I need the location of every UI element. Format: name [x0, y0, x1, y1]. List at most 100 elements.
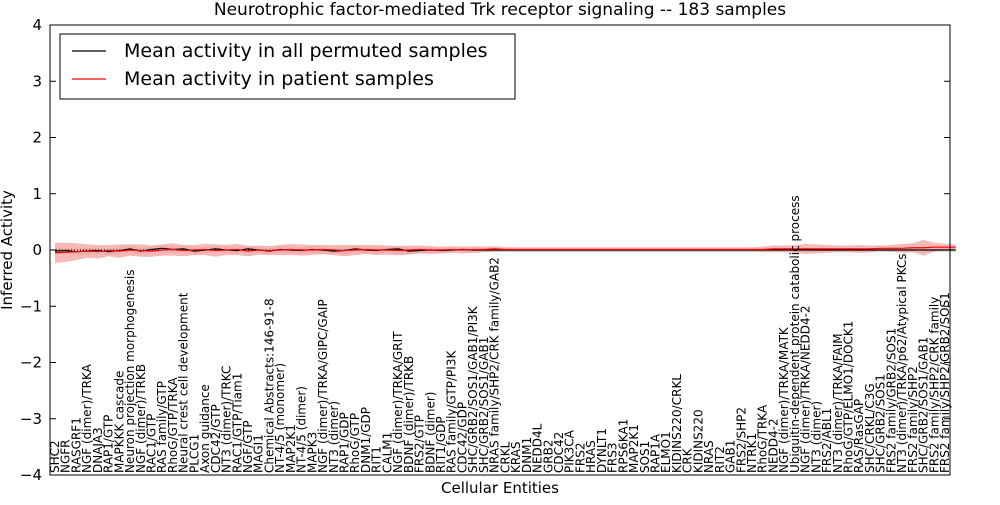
patient-mean-line [54, 246, 956, 254]
x-category-label: FRS2 family/SHP2/GRB2/SOS1 [938, 292, 952, 473]
x-category-label: DNAJA3 [91, 427, 105, 473]
y-tick-label: −4 [20, 466, 42, 484]
x-category-label: NT-4/5 (monomer) [273, 363, 287, 473]
x-category-label: NGFR [59, 439, 73, 473]
x-category-label: Ubiquitin-dependent protein catabolic pr… [788, 195, 802, 473]
chart-title: Neurotrophic factor-mediated Trk recepto… [214, 0, 786, 20]
x-category-label: NGF (dimer)/TRKB [134, 364, 148, 473]
x-category-label: FRS2/SHP2 [734, 407, 748, 473]
x-category-label: NT3 (dimer) [809, 401, 823, 473]
x-category-label: SHC/GRB2/SOS1/GAB1 [917, 337, 931, 473]
x-category-label: CRKL [498, 441, 512, 473]
x-category-label: NRAS family/SHP2/CRK family/GAB2 [488, 257, 502, 473]
x-category-label: MAPKKK cascade [112, 371, 126, 473]
x-category-label: NT3 (dimer)/TRKA/p62/Atypical PKCs [895, 253, 909, 473]
x-category-label: NEDD4L [531, 423, 545, 473]
x-category-label: NTRK1 [745, 433, 759, 473]
x-category-label: RASGRF1 [69, 417, 83, 473]
x-category-label: RIT1/GDP [434, 416, 448, 473]
x-category-label: RIT1 [370, 446, 384, 473]
x-category-label: CDC42 [552, 432, 566, 473]
x-category-label: PIK3CA [563, 429, 577, 473]
x-category-label: RAS family/GTP [155, 381, 169, 473]
x-category-label: NGF (dimer)/TRKA/GRIT [391, 331, 405, 473]
x-category-label: RhoG/GTP/ELMO1/DOCK1 [841, 321, 855, 473]
y-tick-label: 2 [32, 129, 42, 147]
x-category-label: Axon guidance [198, 384, 212, 473]
x-category-label: CRK [681, 447, 695, 473]
patient-error-band [55, 239, 956, 263]
x-category-label: NT-4/5 (dimer) [295, 386, 309, 473]
x-category-label: DNM1 [520, 437, 534, 473]
x-category-label: FRS2 family/SHP2/CRK family [927, 297, 941, 473]
x-category-label: RAS/RasGAP [852, 399, 866, 473]
x-category-label: FRS2/ABL1 [820, 408, 834, 473]
x-category-label: NGF (dimer)/TRKA [80, 363, 94, 473]
x-category-label: FRS3 [606, 443, 620, 474]
x-category-label: SHC/GRB2/SOS1/GAB1 [477, 337, 491, 473]
x-category-label: DNM1/GDP [359, 407, 373, 473]
x-category-label: KIDINS220/CRKL [670, 374, 684, 473]
x-category-label: RhoG/GTP/TRKA [166, 377, 180, 473]
x-category-label: RAP1A [648, 433, 662, 473]
x-category-label: Neural crest cell development [177, 292, 191, 473]
x-category-label: CDC42/GTP [209, 404, 223, 473]
x-category-label: RhoG/TRKA [756, 404, 770, 473]
x-category-label: RAC1/GTP [145, 414, 159, 473]
x-category-label: RAS family/GTP/PI3K [445, 350, 459, 473]
y-tick-label: −1 [20, 297, 42, 315]
x-category-label: RhoG/GTP [348, 413, 362, 473]
legend-box [59, 33, 516, 100]
error-bands [55, 239, 956, 263]
y-axis-label: Inferred Activity [0, 190, 16, 310]
y-tick-label: 4 [32, 16, 42, 34]
x-category-label: BDNF (dimer) [423, 392, 437, 474]
x-category-label: SHC/GRB2/SOS1 [874, 374, 888, 473]
x-category-label: PLCG1 [187, 434, 201, 473]
y-tick-label: −3 [20, 410, 42, 428]
y-tick-label: 3 [32, 72, 42, 90]
x-category-label: KRAS [509, 441, 523, 473]
x-category-label: GAB1 [724, 440, 738, 473]
x-category-label: FRS2/GTP [413, 415, 427, 473]
x-category-label: RAC1/GTP/Tiam1 [230, 373, 244, 473]
legend-label-permuted: Mean activity in all permuted samples [124, 40, 487, 62]
x-category-label: NGF (dimer)/TRKA/MATK [777, 326, 791, 473]
x-category-label: RAP1/GDP [338, 412, 352, 473]
x-category-label: NT3 (dimer) [327, 401, 341, 473]
x-category-label: FRS2 family/GRB2/SOS1 [884, 328, 898, 473]
x-axis-label: Cellular Entities [441, 479, 559, 497]
x-category-label: MAP2K1 [627, 424, 641, 473]
x-category-label: FRS2 family/SHP2 [906, 366, 920, 473]
x-category-label: CALM1 [380, 432, 394, 473]
x-category-label: NGF (dimer)/TRKA/NEDD4-2 [799, 305, 813, 473]
x-category-label: NEDD4-2 [766, 418, 780, 473]
x-category-label: MAPK3 [305, 432, 319, 473]
y-tick-label: 1 [32, 185, 42, 203]
x-category-label: FRS2 [573, 443, 587, 474]
x-category-label: SHC/GRB2/SOS1/GAB1/PI3K [466, 305, 480, 473]
series-lines [54, 246, 956, 254]
x-category-label: SOS1 [638, 441, 652, 473]
x-category-label: BDNF (dimer)/TRKB [402, 356, 416, 473]
y-axis-ticks: −4 −3 −2 −1 0 1 2 3 4 [20, 16, 950, 484]
x-category-label: NGF (dimer)/TRKA/GIPC/GAIP [316, 299, 330, 473]
x-category-label: NRAS [702, 440, 716, 473]
x-category-label: Chemical Abstracts:146-91-8 [262, 298, 276, 473]
x-category-label: NT3 (dimer)/TRKA/FAIM [831, 333, 845, 473]
legend: Mean activity in all permuted samples Me… [59, 33, 516, 100]
x-category-label: GRB2 [541, 439, 555, 473]
legend-label-patient: Mean activity in patient samples [124, 68, 434, 90]
x-category-label: HRAS [584, 440, 598, 473]
x-category-label: MAP2K1 [284, 424, 298, 473]
x-category-label: RPS6KA1 [616, 419, 630, 473]
x-category-label: Neuron projection morphogenesis [123, 270, 137, 474]
y-tick-label: 0 [32, 241, 42, 259]
y-tick-label: −2 [20, 354, 42, 372]
x-category-label: CDC42/GDP [455, 402, 469, 473]
x-category-label: SHC/CRKL/C3G [863, 383, 877, 473]
x-category-label: SHC2 [48, 440, 62, 473]
